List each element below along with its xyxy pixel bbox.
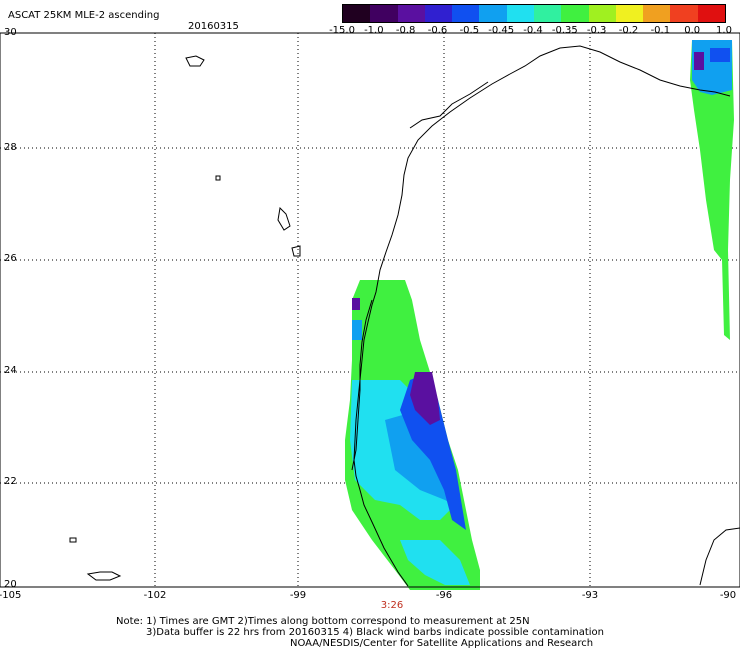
- colorbar-swatch: [370, 5, 398, 22]
- lat-label-30: 30: [4, 27, 17, 38]
- coastline: [69, 45, 740, 587]
- swath-right-purple: [694, 52, 704, 70]
- colorbar-label: 1.0: [716, 25, 732, 36]
- lon-label-96: -96: [435, 590, 453, 601]
- lon-label-102: -102: [143, 590, 167, 601]
- island-6: [69, 537, 77, 543]
- bay-outline: [409, 81, 489, 129]
- colorbar-label: -0.4: [523, 25, 543, 36]
- colorbar-swatch: [424, 5, 453, 22]
- colorbar-swatch: [643, 5, 671, 22]
- island-3: [291, 245, 301, 257]
- map-date: 20160315: [188, 21, 239, 32]
- island-4: [86, 571, 122, 581]
- lon-label-99: -99: [289, 590, 307, 601]
- colorbar-swatch: [670, 5, 698, 22]
- footer-note-2: 3)Data buffer is 22 hrs from 20160315 4)…: [146, 627, 604, 638]
- data-swaths: [345, 40, 734, 590]
- swath-right-blue: [710, 48, 730, 62]
- colorbar-label: -0.2: [618, 25, 639, 36]
- colorbar-swatch: [343, 5, 371, 22]
- lon-label-93: -93: [581, 590, 599, 601]
- footer-note-1: Note: 1) Times are GMT 2)Times along bot…: [116, 616, 530, 627]
- lat-label-28: 28: [4, 142, 17, 153]
- footer-credit: NOAA/NESDIS/Center for Satellite Applica…: [290, 638, 594, 649]
- swath-purple-small: [352, 298, 360, 310]
- colorbar-swatch: [452, 5, 480, 22]
- swath-cyan-small: [352, 320, 362, 340]
- lon-label-105: -105: [0, 590, 22, 601]
- island-2: [277, 206, 291, 231]
- colorbar-label: -0.3: [586, 25, 607, 36]
- swath-purple: [410, 372, 440, 425]
- swath-right: [690, 40, 734, 340]
- colorbar-swatch: [397, 5, 425, 22]
- colorbar-label: -0.35: [551, 25, 578, 36]
- colorbar-swatch: [588, 5, 616, 22]
- colorbar: [342, 4, 726, 23]
- colorbar-label: -15.0: [329, 25, 355, 36]
- colorbar-swatch: [506, 5, 534, 22]
- map-gridlines: [0, 33, 740, 587]
- colorbar-label: -0.5: [459, 25, 480, 36]
- lat-label-26: 26: [4, 253, 17, 264]
- colorbar-label: -0.1: [650, 25, 671, 36]
- swath-cyan-low: [400, 540, 470, 585]
- map-title: ASCAT 25KM MLE-2 ascending: [8, 10, 160, 21]
- lat-label-24: 24: [4, 365, 17, 376]
- colorbar-swatch: [533, 5, 562, 22]
- colorbar-swatch: [697, 5, 725, 22]
- colorbar-labels: -15.0 -1.0 -0.8 -0.6 -0.5 -0.45 -0.4 -0.35 -0.3-…: [329, 25, 740, 37]
- yucatan-coast: [699, 527, 740, 586]
- plot-border: [0, 32, 740, 588]
- colorbar-label: -0.45: [488, 25, 515, 36]
- colorbar-label: 0.0: [684, 25, 701, 36]
- colorbar-label: -0.8: [395, 25, 416, 36]
- island-1: [185, 55, 205, 67]
- pass-time: 3:26: [380, 600, 404, 611]
- island-5: [215, 175, 221, 181]
- colorbar-swatch: [561, 5, 589, 22]
- lon-label-90: -90: [719, 590, 737, 601]
- gulf-coastline: [353, 45, 731, 587]
- lat-label-20: 20: [4, 579, 17, 590]
- island-shoreline: [351, 299, 373, 471]
- colorbar-label: -0.6: [427, 25, 448, 36]
- colorbar-swatch: [615, 5, 644, 22]
- colorbar-label: -1.0: [364, 25, 384, 36]
- colorbar-swatch: [479, 5, 507, 22]
- lat-label-22: 22: [4, 476, 17, 487]
